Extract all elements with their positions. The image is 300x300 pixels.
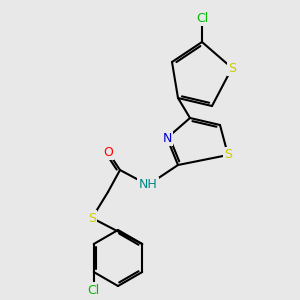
Text: NH: NH bbox=[139, 178, 158, 191]
Text: N: N bbox=[162, 131, 172, 145]
Text: S: S bbox=[224, 148, 232, 161]
Text: O: O bbox=[103, 146, 113, 158]
Text: S: S bbox=[228, 61, 236, 74]
Text: Cl: Cl bbox=[196, 11, 208, 25]
Text: Cl: Cl bbox=[88, 284, 100, 296]
Text: S: S bbox=[88, 212, 96, 224]
